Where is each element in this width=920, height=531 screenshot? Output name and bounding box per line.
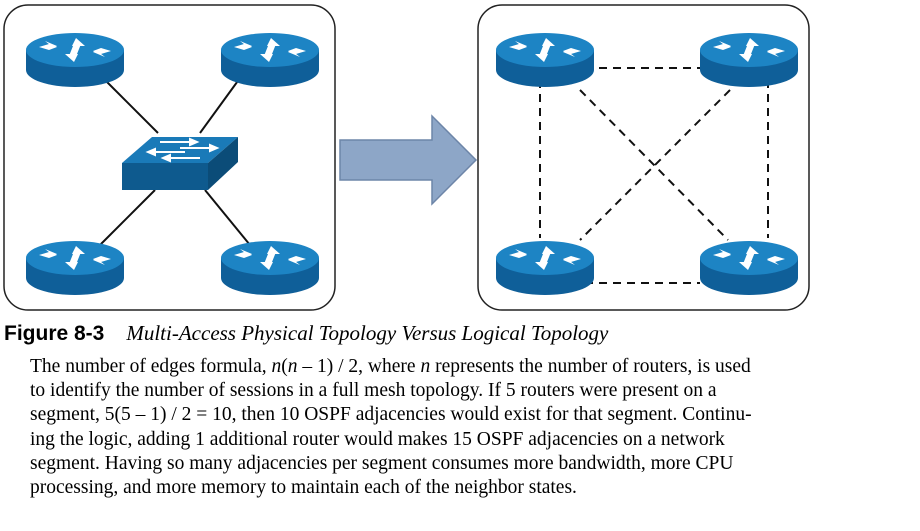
transition-arrow-icon: [339, 114, 478, 206]
physical-links: [99, 77, 251, 246]
router-icon: [221, 241, 319, 295]
topology-figure: [3, 4, 810, 311]
variable-n: n: [271, 356, 282, 377]
physical-topology-panel: [3, 4, 336, 311]
figure-label: Figure 8-3: [4, 322, 105, 345]
paragraph-line: segment, 5(5 – 1) / 2 = 10, then 10 OSPF…: [30, 404, 752, 426]
variable-n: n: [420, 356, 431, 377]
router-icon: [26, 241, 124, 295]
figure-caption: Figure 8-3 Multi-Access Physical Topology…: [4, 320, 914, 347]
paragraph-line: ing the logic, adding 1 additional route…: [30, 428, 725, 450]
text-run: The number of edges formula,: [30, 356, 272, 377]
paragraph-line: processing, and more memory to maintain …: [30, 477, 577, 499]
text-run: represents the number of routers, is use…: [430, 356, 751, 377]
paragraph-line: The number of edges formula, n(n – 1) / …: [30, 355, 915, 379]
router-icon: [496, 33, 594, 87]
figure-title: Multi-Access Physical Topology Versus Lo…: [126, 321, 609, 345]
switch-icon: [122, 137, 238, 190]
router-icon: [700, 241, 798, 295]
router-icon: [221, 33, 319, 87]
text-run: (: [281, 356, 288, 377]
logical-topology-panel: [477, 4, 810, 311]
logical-adjacencies: [539, 67, 769, 284]
paragraph-line: to identify the number of sessions in a …: [30, 380, 717, 402]
router-icon: [496, 241, 594, 295]
router-icon: [700, 33, 798, 87]
body-paragraph: The number of edges formula, n(n – 1) / …: [30, 355, 915, 500]
text-run: – 1) / 2, where: [297, 356, 421, 377]
paragraph-line: segment. Having so many adjacencies per …: [30, 452, 734, 474]
variable-n: n: [287, 356, 298, 377]
router-icon: [26, 33, 124, 87]
